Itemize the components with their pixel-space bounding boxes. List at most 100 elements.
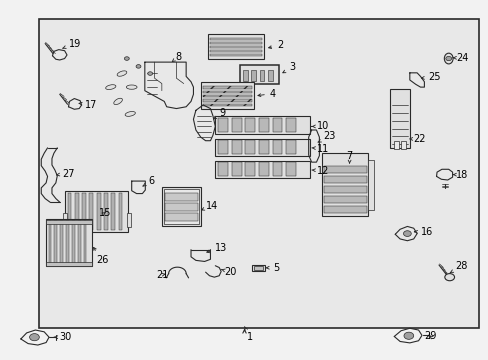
Text: 30: 30 (54, 332, 72, 342)
Bar (218, 162, 227, 176)
Bar (286, 118, 295, 132)
Bar (210, 42, 261, 44)
Bar (203, 95, 251, 98)
Bar (245, 140, 255, 154)
Text: 6: 6 (142, 176, 154, 186)
Bar (272, 162, 282, 176)
Bar (215, 161, 309, 178)
Text: 2: 2 (268, 40, 283, 50)
Bar (245, 118, 255, 132)
Ellipse shape (117, 71, 126, 76)
Bar (164, 213, 198, 221)
Bar (393, 141, 398, 149)
Bar (66, 221, 69, 264)
Bar (203, 91, 251, 93)
Bar (162, 187, 201, 226)
Circle shape (403, 231, 410, 237)
Bar (207, 33, 264, 59)
Text: 28: 28 (449, 261, 467, 273)
Bar (60, 221, 63, 264)
Bar (231, 118, 241, 132)
Bar (89, 193, 93, 230)
Bar (82, 193, 86, 230)
Bar (62, 213, 66, 227)
Bar (111, 193, 115, 230)
Text: 8: 8 (172, 52, 181, 62)
Text: 1: 1 (244, 327, 252, 342)
Ellipse shape (125, 112, 135, 116)
Bar (67, 193, 71, 230)
Ellipse shape (114, 98, 122, 104)
Bar (39, 19, 478, 328)
Bar (78, 221, 81, 264)
Circle shape (136, 64, 141, 68)
Bar (231, 140, 241, 154)
Bar (231, 162, 241, 176)
Text: 20: 20 (221, 267, 236, 277)
Text: 24: 24 (452, 53, 468, 63)
Bar (259, 118, 268, 132)
Bar (322, 153, 368, 216)
Bar (203, 99, 251, 102)
Bar (324, 176, 366, 183)
Bar (259, 162, 268, 176)
Bar (259, 140, 268, 154)
Bar (164, 203, 198, 211)
Bar (218, 140, 227, 154)
Bar (324, 186, 366, 193)
Bar (210, 54, 261, 56)
Bar (97, 193, 101, 230)
Bar (83, 221, 86, 264)
Bar (201, 82, 254, 109)
Text: 10: 10 (311, 121, 329, 131)
Text: 13: 13 (206, 243, 227, 253)
Bar (251, 69, 256, 81)
Text: 27: 27 (56, 168, 75, 179)
Bar (400, 141, 405, 149)
Circle shape (124, 57, 129, 60)
Text: 17: 17 (79, 100, 97, 110)
Bar (46, 219, 92, 266)
Ellipse shape (444, 53, 452, 64)
Ellipse shape (126, 85, 137, 89)
Text: 19: 19 (63, 39, 81, 49)
Circle shape (403, 332, 413, 339)
Text: 5: 5 (266, 262, 278, 273)
Bar (324, 206, 366, 213)
Bar (286, 140, 295, 154)
Circle shape (147, 72, 152, 75)
Text: 3: 3 (282, 63, 295, 73)
Text: 7: 7 (346, 151, 352, 163)
Bar (163, 189, 199, 224)
Bar (64, 191, 127, 232)
Bar (104, 193, 108, 230)
Bar (245, 162, 255, 176)
Bar (118, 193, 122, 230)
Text: 23: 23 (317, 131, 335, 142)
Bar (164, 193, 198, 201)
Bar (48, 221, 51, 264)
Text: 18: 18 (452, 170, 468, 180)
Circle shape (30, 334, 39, 341)
Text: 9: 9 (213, 108, 225, 119)
Bar (272, 118, 282, 132)
Text: 21: 21 (156, 270, 168, 280)
Ellipse shape (105, 85, 116, 90)
Circle shape (444, 274, 454, 281)
Bar (210, 38, 261, 40)
Bar (251, 265, 265, 271)
Bar (389, 89, 409, 148)
Bar (46, 262, 92, 266)
Bar (218, 118, 227, 132)
Bar (239, 64, 278, 84)
Bar (267, 69, 272, 81)
Bar (286, 162, 295, 176)
Bar (243, 69, 247, 81)
Bar (54, 221, 57, 264)
Bar (203, 86, 251, 89)
Bar (259, 69, 264, 81)
Text: 12: 12 (311, 166, 329, 176)
Bar (215, 116, 309, 134)
Bar (324, 166, 366, 173)
Circle shape (445, 57, 451, 61)
